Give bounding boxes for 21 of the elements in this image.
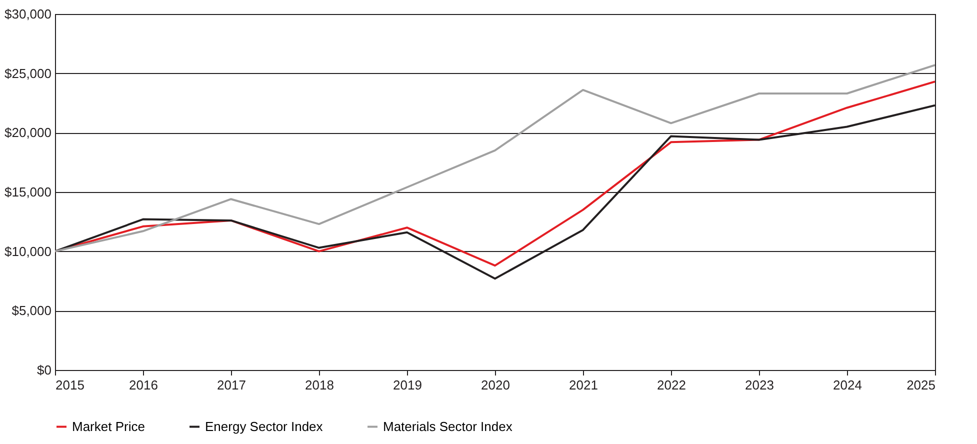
y-tick-label: $15,000 <box>4 184 52 200</box>
y-tick-label: $30,000 <box>4 6 52 22</box>
x-tick-label: 2015 <box>56 378 84 392</box>
x-tick-label: 2020 <box>481 378 510 392</box>
legend-label: Energy Sector Index <box>205 418 324 434</box>
x-tick-label: 2025 <box>906 378 936 392</box>
y-tick-label: $25,000 <box>4 66 52 81</box>
y-tick-label: $20,000 <box>4 125 52 140</box>
legend-label: Materials Sector Index <box>383 418 513 434</box>
x-tick-label: 2022 <box>657 378 686 392</box>
x-tick-label: 2017 <box>217 378 246 392</box>
x-tick-label: 2023 <box>745 378 774 392</box>
x-tick-label: 2016 <box>129 378 158 392</box>
x-tick-label: 2019 <box>393 378 422 392</box>
x-tick-label: 2021 <box>569 378 598 392</box>
y-tick-label: $0 <box>37 362 52 378</box>
x-tick-label: 2018 <box>305 378 334 392</box>
y-tick-label: $5,000 <box>12 303 52 318</box>
x-tick-label: 2024 <box>833 378 862 392</box>
y-tick-label: $10,000 <box>4 244 52 259</box>
legend-label: Market Price <box>72 418 145 434</box>
